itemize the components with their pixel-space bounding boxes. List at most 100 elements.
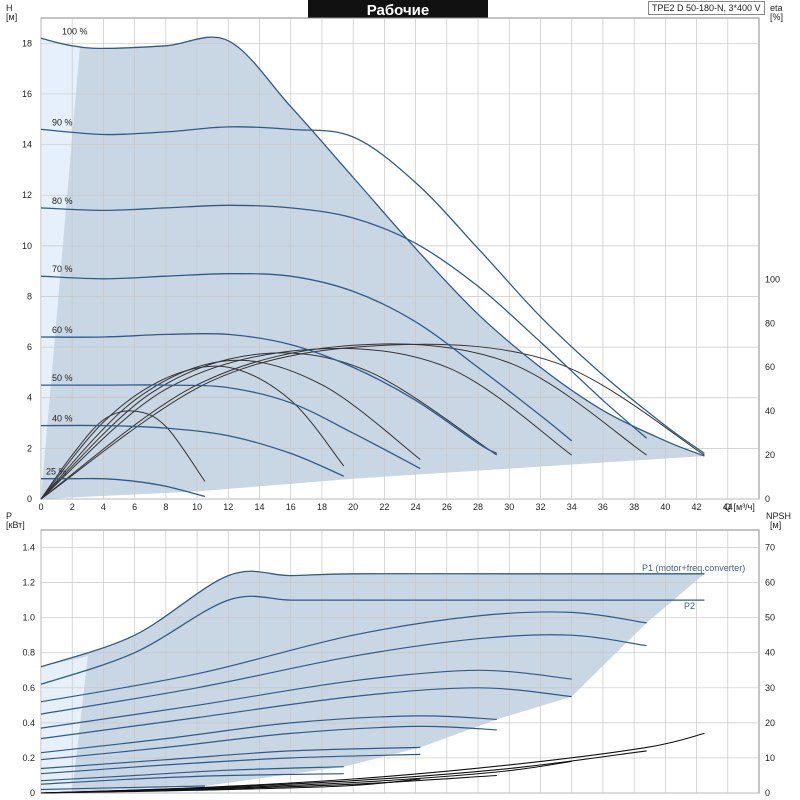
x-tick-label: 20 (348, 502, 358, 512)
p-tick-label: 1.4 (22, 543, 35, 553)
x-tick-label: 42 (692, 502, 702, 512)
speed-label: 70 % (52, 264, 73, 274)
h-axis-unit: [м] (6, 12, 17, 22)
x-tick-label: 44 (723, 502, 733, 512)
x-tick-label: 40 (660, 502, 670, 512)
npsh-tick-label: 10 (765, 753, 775, 763)
h-tick-label: 2 (27, 443, 32, 453)
eta-tick-label: 60 (765, 362, 775, 372)
npsh-axis-unit: [м] (770, 520, 781, 530)
h-tick-label: 16 (22, 89, 32, 99)
model-label: TPE2 D 50-180-N, 3*400 V (648, 1, 765, 15)
power-range-area (41, 571, 705, 793)
npsh-axis-label: NPSH (766, 511, 791, 521)
x-tick-label: 16 (286, 502, 296, 512)
speed-curve (40, 273, 573, 442)
speed-label: 25 % (46, 467, 67, 477)
h-tick-label: 4 (27, 393, 32, 403)
eta-axis-label: eta (770, 3, 783, 13)
speed-label: 60 % (52, 325, 73, 335)
x-tick-label: 14 (255, 502, 265, 512)
power-curve (40, 773, 344, 785)
eta-curve (40, 365, 345, 500)
power-curve (40, 725, 497, 761)
speed-curve (40, 424, 345, 477)
npsh-tick-label: 50 (765, 613, 775, 623)
x-tick-label: 0 (38, 502, 43, 512)
npsh-tick-label: 30 (765, 683, 775, 693)
power-curve (40, 611, 647, 703)
x-tick-label: 28 (473, 502, 483, 512)
x-tick-label: 38 (629, 502, 639, 512)
speed-curve (40, 204, 648, 439)
p-tick-label: 1.0 (22, 613, 35, 623)
h-tick-label: 8 (27, 291, 32, 301)
npsh-tick-label: 20 (765, 718, 775, 728)
x-tick-label: 2 (70, 502, 75, 512)
eta-tick-label: 40 (765, 406, 775, 416)
h-tick-label: 6 (27, 342, 32, 352)
x-tick-label: 12 (223, 502, 233, 512)
power-curve (40, 570, 705, 668)
power-curve (40, 753, 421, 775)
speed-curve (40, 126, 705, 454)
npsh-curve (40, 778, 421, 794)
power-curve (40, 746, 421, 770)
eta-curve (40, 343, 705, 500)
speed-label: 80 % (52, 196, 73, 206)
eta-tick-label: 100 (765, 274, 780, 284)
q-axis-label: Q [м³/ч] (724, 502, 755, 512)
speed-label: 100 % (62, 26, 88, 36)
p-tick-label: 0 (30, 788, 35, 798)
power-curve (40, 785, 205, 791)
x-tick-label: 18 (317, 502, 327, 512)
eta-tick-label: 20 (765, 450, 775, 460)
npsh-tick-label: 0 (765, 788, 770, 798)
speed-label: 90 % (52, 117, 73, 127)
speed-label: 40 % (52, 414, 73, 424)
speed-curve (40, 477, 206, 498)
npsh-tick-label: 70 (765, 543, 775, 553)
power-curve (40, 595, 705, 685)
p-axis-unit: [кВт] (6, 520, 25, 530)
speed-curve (40, 36, 705, 457)
x-tick-label: 26 (442, 502, 452, 512)
x-tick-label: 10 (192, 502, 202, 512)
x-tick-label: 36 (598, 502, 608, 512)
min-flow-area (41, 38, 81, 500)
p-tick-label: 0.2 (22, 753, 35, 763)
x-tick-label: 24 (411, 502, 421, 512)
eta-curve (40, 359, 421, 500)
eta-curve (40, 343, 647, 500)
x-tick-label: 22 (379, 502, 389, 512)
eta-tick-label: 80 (765, 318, 775, 328)
npsh-tick-label: 40 (765, 648, 775, 658)
x-tick-label: 4 (101, 502, 106, 512)
h-tick-label: 0 (27, 494, 32, 504)
speed-label: 50 % (52, 373, 73, 383)
h-axis-label: H (6, 3, 13, 13)
npsh-tick-label: 60 (765, 578, 775, 588)
p-tick-label: 0.4 (22, 718, 35, 728)
p-tick-label: 0.6 (22, 683, 35, 693)
p1-legend-label: P1 (motor+freq.converter) (642, 563, 745, 573)
p-tick-label: 0.8 (22, 648, 35, 658)
h-tick-label: 14 (22, 140, 32, 150)
power-curve (40, 669, 572, 729)
x-tick-label: 34 (567, 502, 577, 512)
power-curve (40, 715, 497, 754)
x-tick-label: 32 (535, 502, 545, 512)
power-curve (40, 687, 572, 740)
eta-axis-unit: [%] (770, 12, 783, 22)
x-tick-label: 8 (163, 502, 168, 512)
h-tick-label: 10 (22, 241, 32, 251)
h-tick-label: 12 (22, 190, 32, 200)
eta-tick-label: 0 (765, 494, 770, 504)
speed-curve (41, 384, 421, 470)
power-curve (40, 634, 647, 715)
p-tick-label: 1.2 (22, 578, 35, 588)
x-tick-label: 30 (504, 502, 514, 512)
speed-curve (40, 332, 498, 454)
x-tick-label: 6 (132, 502, 137, 512)
